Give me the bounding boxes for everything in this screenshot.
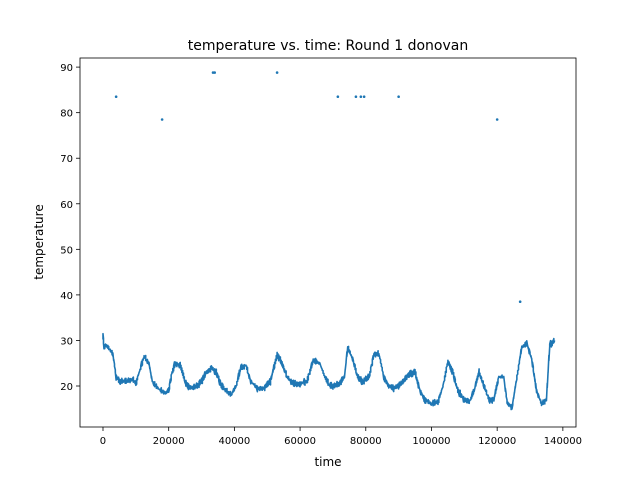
x-tick-label: 20000 (153, 436, 185, 447)
axes (79, 57, 577, 428)
outlier-point (359, 95, 363, 99)
outlier-point (397, 95, 400, 99)
x-axis-label: time (314, 455, 341, 469)
outlier-point (213, 71, 216, 74)
y-tick-label: 40 (60, 291, 73, 302)
y-tick-label: 60 (60, 200, 73, 211)
y-tick-label: 20 (60, 382, 73, 393)
y-tick-label: 70 (60, 154, 73, 165)
y-tick-label: 50 (60, 245, 73, 256)
outlier-point (495, 118, 499, 121)
temperature-trace (102, 332, 556, 411)
x-axis-ticks: 0 20000 40000 60000 80000 100000 120000 140000 (100, 427, 582, 447)
x-tick-label: 60000 (284, 436, 316, 447)
y-axis-label: temperature (32, 204, 46, 279)
outlier-point (354, 95, 358, 99)
outlier-point (275, 71, 279, 74)
plot-frame (79, 57, 577, 428)
plot-area (102, 71, 556, 411)
outlier-point (160, 118, 164, 121)
y-tick-label: 80 (60, 109, 73, 120)
outlier-point (114, 95, 118, 99)
y-axis-ticks: 20 30 40 50 60 70 80 90 (60, 63, 80, 393)
x-tick-label: 140000 (544, 436, 582, 447)
outlier-point (336, 95, 340, 99)
chart-title: temperature vs. time: Round 1 donovan (188, 38, 468, 54)
outlier-point (518, 300, 522, 304)
x-tick-label: 40000 (218, 436, 250, 447)
y-tick-label: 90 (60, 63, 73, 74)
y-tick-label: 30 (60, 336, 73, 347)
x-tick-label: 120000 (478, 436, 516, 447)
x-tick-label: 80000 (350, 436, 382, 447)
x-tick-label: 100000 (412, 436, 450, 447)
x-tick-label: 0 (100, 436, 106, 447)
outlier-point (362, 95, 366, 99)
